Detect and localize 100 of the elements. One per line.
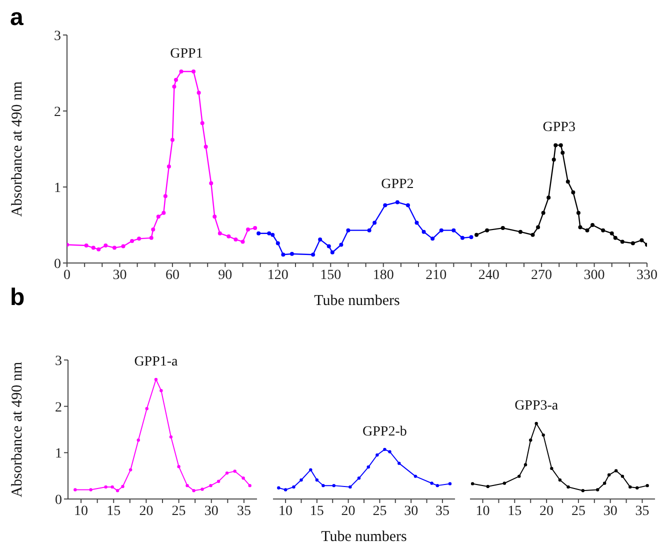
point <box>162 210 166 215</box>
point <box>233 470 236 473</box>
x-tick-label: 210 <box>426 268 447 283</box>
point <box>383 448 386 452</box>
point <box>376 453 379 457</box>
point <box>276 241 280 246</box>
x-tick-label: 15 <box>106 504 121 519</box>
point <box>246 228 250 232</box>
point <box>524 463 528 466</box>
point <box>578 225 582 230</box>
point <box>242 476 245 480</box>
x-tick-label: 35 <box>635 504 650 519</box>
x-tick-label: 330 <box>636 268 658 283</box>
annotation: GPP1-a <box>134 354 179 370</box>
point <box>614 469 618 472</box>
point <box>136 438 140 442</box>
point <box>628 485 632 489</box>
point <box>192 69 196 74</box>
point <box>398 462 401 465</box>
point <box>448 482 452 486</box>
point <box>372 220 377 225</box>
point <box>414 474 418 478</box>
point <box>267 231 272 236</box>
point <box>558 143 563 148</box>
point <box>172 84 176 89</box>
point <box>204 144 208 149</box>
y-tick-label: 1 <box>54 180 61 196</box>
x-tick-label: 300 <box>584 268 605 283</box>
point <box>209 181 214 186</box>
point <box>339 242 344 247</box>
annotation: GPP1 <box>170 46 203 62</box>
point <box>318 237 322 242</box>
point <box>474 232 479 237</box>
point <box>546 196 551 200</box>
point <box>585 228 590 232</box>
point <box>281 252 286 257</box>
point <box>636 486 639 490</box>
point <box>290 252 294 256</box>
point <box>248 484 252 488</box>
point <box>388 450 392 454</box>
point <box>149 236 154 240</box>
point <box>500 226 505 230</box>
point <box>234 237 238 242</box>
point <box>89 488 92 492</box>
point <box>226 234 231 238</box>
point <box>196 90 201 95</box>
point <box>640 238 644 242</box>
point <box>256 231 261 236</box>
text: a <box>10 4 24 32</box>
point <box>145 407 148 410</box>
x-tick-label: 20 <box>341 504 356 519</box>
point <box>566 180 570 184</box>
point <box>558 478 562 482</box>
x-tick-label: 15 <box>508 504 522 519</box>
point <box>552 158 556 162</box>
point <box>154 378 158 382</box>
point <box>486 484 490 488</box>
y-axis-title: Absorbance at 490 nm <box>9 361 26 498</box>
point <box>357 476 361 480</box>
point <box>571 190 576 194</box>
x-tick-label: 20 <box>540 504 554 519</box>
x-tick-label: 150 <box>320 268 342 283</box>
point <box>218 231 222 236</box>
x-tick-label: 15 <box>310 504 324 519</box>
point <box>383 203 388 208</box>
point <box>212 214 217 219</box>
point <box>469 235 474 240</box>
y-tick-label: 0 <box>54 256 61 272</box>
x-tick-label: 30 <box>603 504 618 519</box>
point <box>566 485 570 489</box>
x-tick-label: 30 <box>204 504 218 519</box>
point <box>646 484 649 488</box>
x-tick-label: 30 <box>112 268 127 283</box>
x-tick-label: 30 <box>404 504 418 519</box>
point <box>613 236 618 240</box>
point <box>590 223 595 227</box>
point <box>534 422 538 426</box>
point <box>603 482 606 485</box>
y-axis-title: Absorbance at 490 nm <box>9 80 26 217</box>
point <box>530 232 535 237</box>
y-tick-label: 0 <box>55 492 62 508</box>
point <box>576 210 580 215</box>
y-tick-label: 3 <box>55 354 62 369</box>
point <box>137 236 142 241</box>
point <box>110 485 114 489</box>
point <box>128 468 132 472</box>
point <box>225 471 229 475</box>
x-tick-label: 25 <box>571 504 586 519</box>
y-tick-label: 2 <box>55 400 62 416</box>
point <box>470 482 474 486</box>
point <box>200 488 204 491</box>
point <box>277 486 280 490</box>
point <box>366 465 370 469</box>
point <box>581 489 585 492</box>
point <box>169 435 173 439</box>
y-tick-label: 3 <box>54 28 61 44</box>
point <box>179 69 184 74</box>
point <box>192 489 196 492</box>
point <box>163 194 168 198</box>
x-tick-label: 25 <box>372 504 387 519</box>
